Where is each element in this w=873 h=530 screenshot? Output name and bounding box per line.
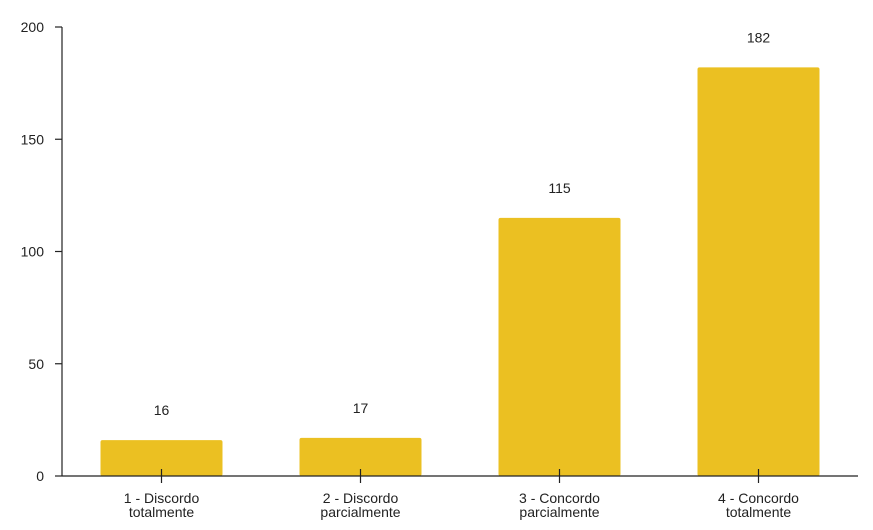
y-axis: 0 50 100 150 200 [21, 19, 63, 484]
x-tick-label-line: parcialmente [320, 504, 400, 520]
x-tick-label-line: 4 - Concordo [718, 490, 799, 506]
x-tick-label-line: 1 - Discordo [124, 490, 200, 506]
x-tick-label: 4 - Concordo totalmente [718, 490, 799, 520]
x-tick-label: 1 - Discordo totalmente [124, 490, 200, 520]
x-tick-label-line: 3 - Concordo [519, 490, 600, 506]
x-tick-label-line: totalmente [129, 504, 195, 520]
x-tick-label-line: totalmente [726, 504, 792, 520]
y-tick-label: 100 [21, 244, 45, 260]
bar-value-label: 16 [154, 402, 170, 418]
x-tick-label-line: parcialmente [519, 504, 599, 520]
bar-value-label: 17 [353, 400, 369, 416]
y-tick-label: 0 [36, 468, 44, 484]
x-tick-label: 3 - Concordo parcialmente [519, 490, 600, 520]
x-tick-label: 2 - Discordo parcialmente [320, 490, 400, 520]
bar-value-label: 115 [548, 180, 571, 196]
x-tick-label-line: 2 - Discordo [323, 490, 399, 506]
bars: 16 17 115 182 [100, 29, 820, 476]
y-tick-label: 200 [21, 19, 45, 35]
bar [498, 217, 621, 476]
y-tick-label: 50 [28, 356, 44, 372]
y-tick-label: 150 [21, 131, 45, 147]
bar-value-label: 182 [747, 29, 771, 45]
bar [299, 437, 422, 476]
bar [100, 440, 223, 476]
bar [697, 67, 820, 476]
